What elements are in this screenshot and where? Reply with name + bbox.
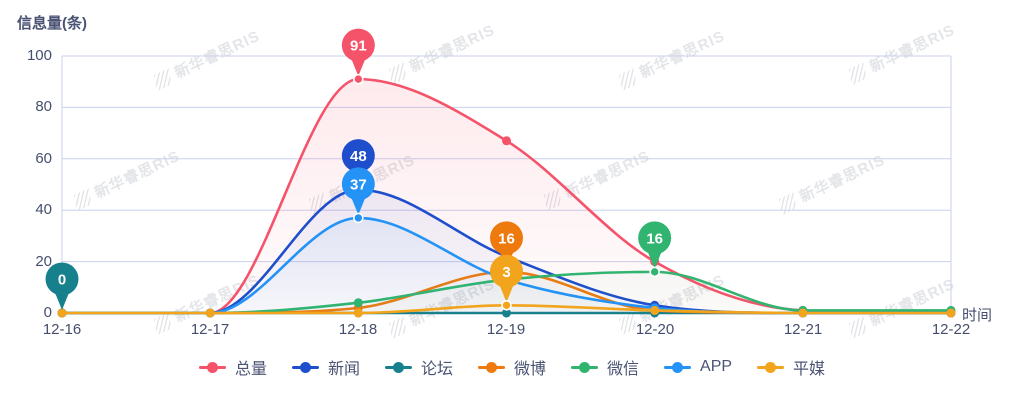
x-tick-label: 12-17 bbox=[190, 321, 230, 338]
legend-marker-icon bbox=[477, 361, 505, 373]
balloon-value: 16 bbox=[646, 230, 663, 247]
balloon-value: 16 bbox=[498, 230, 515, 247]
data-point-total[interactable] bbox=[502, 136, 511, 146]
legend-marker-icon bbox=[664, 361, 692, 373]
y-tick-label: 40 bbox=[35, 201, 52, 218]
data-point-print[interactable] bbox=[205, 308, 215, 318]
x-tick-label: 12-20 bbox=[635, 321, 675, 338]
legend-label: 微信 bbox=[607, 361, 640, 378]
x-axis-title: 时间 bbox=[962, 307, 993, 324]
data-point-print[interactable] bbox=[57, 308, 67, 318]
y-tick-label: 60 bbox=[35, 150, 52, 167]
balloon-marker-print[interactable]: 3 bbox=[490, 254, 523, 311]
legend-item-total[interactable]: 总量 bbox=[198, 355, 267, 379]
legend-label: 论坛 bbox=[420, 361, 453, 378]
balloon-value: 91 bbox=[350, 38, 367, 55]
legend-item-wechat[interactable]: 微信 bbox=[571, 355, 639, 379]
legend-marker-icon bbox=[198, 361, 226, 373]
y-tick-label: 100 bbox=[26, 47, 52, 64]
data-point-print[interactable] bbox=[353, 308, 363, 318]
y-tick-label: 80 bbox=[35, 98, 52, 115]
x-tick-label: 12-22 bbox=[931, 321, 971, 338]
legend-item-news[interactable]: 新闻 bbox=[291, 355, 360, 379]
x-tick-label: 12-18 bbox=[338, 321, 378, 338]
balloon-value: 37 bbox=[350, 176, 367, 193]
legend-label: 微博 bbox=[513, 361, 546, 378]
balloon-value: 3 bbox=[502, 264, 510, 281]
legend-item-print[interactable]: 平媒 bbox=[757, 355, 825, 379]
y-tick-label: 20 bbox=[35, 253, 52, 270]
balloon-value: 0 bbox=[58, 272, 66, 289]
y-axis-title: 信息量(条) bbox=[17, 15, 87, 32]
data-point-print[interactable] bbox=[798, 308, 808, 318]
legend-item-app[interactable]: APP bbox=[664, 355, 732, 379]
chart-legend: 总量 新闻 论坛 微博 微信 APP 平媒 bbox=[0, 355, 1024, 379]
balloon-marker-app[interactable]: 37 bbox=[341, 167, 375, 224]
legend-label: 平媒 bbox=[793, 361, 826, 378]
legend-label: APP bbox=[700, 358, 733, 375]
legend-marker-icon bbox=[384, 361, 412, 373]
x-tick-label: 12-16 bbox=[42, 321, 82, 338]
legend-item-forum[interactable]: 论坛 bbox=[384, 355, 453, 379]
data-point-print[interactable] bbox=[946, 308, 956, 318]
balloon-marker-forum[interactable]: 0 bbox=[45, 262, 79, 311]
legend-label: 总量 bbox=[234, 361, 267, 378]
legend-marker-icon bbox=[291, 361, 319, 373]
legend-marker-icon bbox=[571, 361, 598, 373]
data-point-print[interactable] bbox=[650, 305, 660, 315]
x-tick-label: 12-19 bbox=[486, 321, 526, 338]
legend-label: 新闻 bbox=[327, 361, 360, 378]
legend-marker-icon bbox=[757, 361, 785, 373]
x-tick-label: 12-21 bbox=[783, 321, 823, 338]
series-area-app bbox=[62, 217, 951, 313]
balloon-value: 48 bbox=[350, 148, 367, 165]
balloon-marker-total[interactable]: 91 bbox=[341, 28, 375, 85]
y-tick-label: 0 bbox=[43, 304, 52, 321]
legend-item-weibo[interactable]: 微博 bbox=[477, 355, 546, 379]
balloon-marker-wechat[interactable]: 16 bbox=[638, 221, 672, 278]
